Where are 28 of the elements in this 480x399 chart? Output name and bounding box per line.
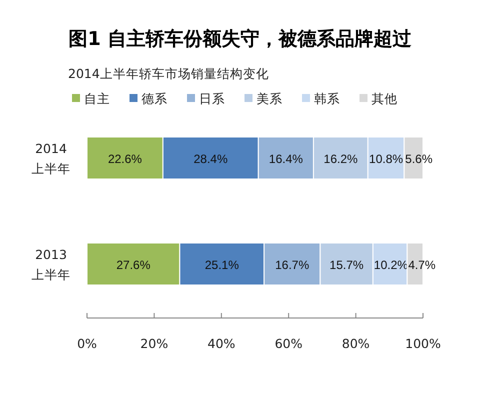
legend-label: 德系	[142, 91, 168, 106]
data-label: 10.8%	[369, 152, 404, 166]
y-tick-label: 2013 上半年	[32, 247, 70, 282]
data-label: 16.4%	[268, 152, 304, 166]
data-label: 22.6%	[108, 152, 142, 166]
legend-label: 美系	[256, 91, 282, 106]
x-tick-label: 60%	[274, 336, 303, 351]
data-label: 16.2%	[324, 152, 358, 166]
chart-subtitle: 2014上半年轿车市场销量结构变化	[68, 66, 269, 81]
legend-label: 自主	[84, 91, 110, 106]
data-label: 4.7%	[408, 258, 436, 272]
legend-label: 日系	[199, 91, 225, 106]
x-tick-label: 40%	[208, 336, 236, 351]
legend-label: 韩系	[314, 91, 340, 106]
data-label: 15.7%	[330, 258, 364, 272]
x-tick-label: 80%	[342, 336, 370, 351]
data-label: 5.6%	[405, 152, 433, 166]
data-label: 25.1%	[204, 258, 240, 272]
data-label: 28.4%	[194, 152, 228, 166]
x-tick-label: 0%	[77, 336, 98, 351]
data-label: 10.2%	[374, 258, 408, 272]
chart-title: 图1 自主轿车份额失守，被德系品牌超过	[68, 28, 412, 50]
x-tick-label: 20%	[140, 336, 168, 351]
data-label: 27.6%	[116, 258, 151, 272]
data-label: 16.7%	[275, 258, 310, 272]
x-tick-label: 100%	[405, 336, 441, 351]
y-tick-label: 2014 上半年	[32, 141, 70, 176]
legend-label: 其他	[372, 91, 398, 106]
